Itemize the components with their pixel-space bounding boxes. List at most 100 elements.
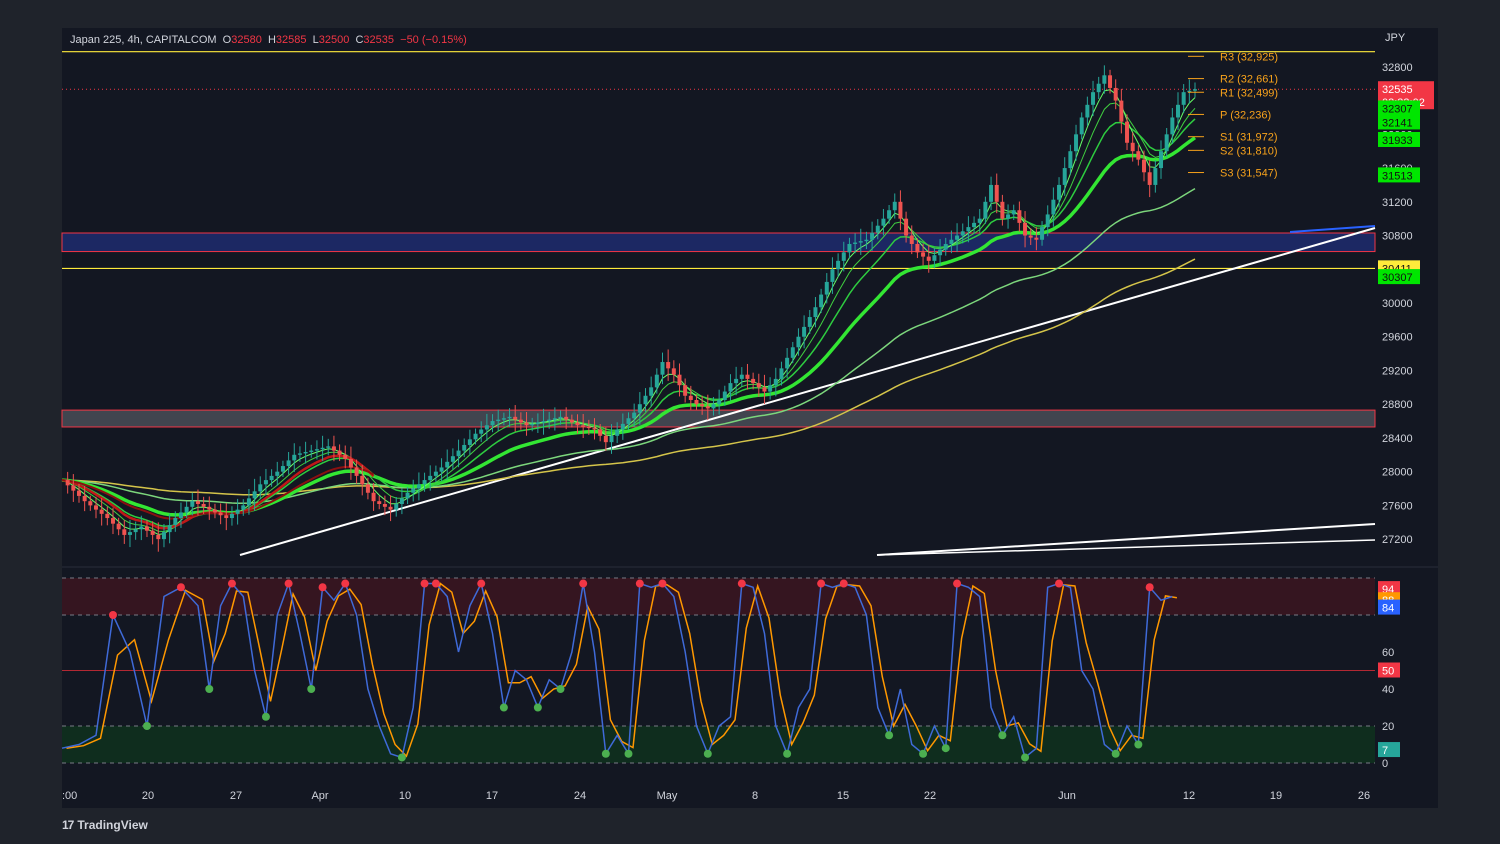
candle-body [915,243,920,253]
stoch-sell-dot [108,611,117,619]
candle-body [314,449,319,451]
candles [65,65,1197,552]
candle-body [773,378,778,386]
candle-body [569,419,574,423]
candle-body [201,503,206,507]
candle-body [592,428,597,430]
stoch-sell-dot [420,579,429,588]
candle-body [853,242,858,244]
candle-body [626,418,631,424]
candle-body [558,416,563,419]
y-tick-label: 30800 [1382,231,1413,243]
candle-body [524,422,529,426]
candle-body [445,461,450,468]
candle-body [405,492,410,499]
candle-body [1068,151,1073,169]
candle-body [1006,214,1011,219]
trendline [239,227,1376,556]
x-tick-label: 24 [574,790,586,802]
candle-body [348,459,353,468]
candle-body [943,243,948,250]
price-badge [1378,114,1420,130]
candle-body [892,201,897,211]
candle-body [547,419,552,422]
x-tick-label: 10 [399,790,411,802]
candle-body [530,423,535,426]
candle-body [909,235,914,244]
candle-body [847,243,852,253]
candle-body [422,480,427,485]
candle-body [756,383,761,388]
y-tick-label: 28400 [1382,433,1413,445]
candle-body [450,456,455,462]
price-badge-label: 32535 [1382,84,1413,96]
price-badge-label: 32141 [1382,117,1413,129]
candle-body [717,399,722,405]
candle-body [751,378,756,384]
candle-body [337,450,342,455]
candle-body [609,435,614,443]
candle-body [82,495,87,502]
candle-body [1074,134,1079,152]
candle-body [858,241,863,243]
x-tick-label: 19 [1270,790,1282,802]
stoch-y-tick: 40 [1382,684,1394,696]
candle-body [292,454,297,461]
stoch-sell-dot [953,579,962,588]
stoch-sell-dot [579,579,588,588]
x-tick-label: 17 [486,790,498,802]
candle-body [127,532,132,535]
candle-body [76,490,81,496]
pivot-label-R2: R2 (32,661) [1220,74,1278,86]
candle-body [989,184,994,202]
candle-body [229,513,234,519]
candle-body [830,269,835,282]
candle-body [926,256,931,261]
candle-body [496,419,501,422]
stoch-sell-dot [284,579,293,588]
y-tick-label: 28800 [1382,399,1413,411]
candle-body [1125,121,1130,143]
stoch-sell-dot [477,579,486,588]
candle-body [1079,117,1084,135]
stoch-badge [1378,742,1400,758]
open-label: O [222,34,232,46]
candle-body [1113,87,1118,101]
price-badge [1378,269,1420,285]
x-tick-label: 20 [142,790,154,802]
symbol-name[interactable]: Japan 225, 4h, CAPITALCOM [70,34,217,46]
candle-body [388,506,393,510]
pivot-label-P: P (32,236) [1220,109,1271,121]
tradingview-logo[interactable]: 17 TradingView [62,818,148,832]
stoch-buy-dot [142,722,151,730]
ma-12 [61,118,1196,527]
stoch-buy-dot [261,712,270,721]
stoch-sell-dot [341,579,350,588]
candle-body [620,423,625,430]
pivot-label-S3: S3 (31,547) [1220,168,1277,180]
candle-body [1034,237,1039,240]
candle-body [705,406,710,409]
close-value: 32535 [363,34,395,46]
candle-body [700,404,705,407]
candle-body [875,225,880,233]
candle-body [462,444,467,451]
y-tick-label: 28000 [1382,467,1413,479]
candle-body [790,347,795,358]
candle-body [1142,159,1147,173]
open-value: 32580 [231,34,262,46]
candle-body [394,503,399,510]
stoch-sell-dot [1055,579,1064,588]
candle-body [898,201,903,219]
candle-body [1051,199,1056,215]
candle-body [1045,214,1050,228]
stoch-sell-dot [1145,583,1154,592]
x-tick-label: 26 [1358,790,1370,802]
candle-body [456,450,461,457]
stoch-sell-dot [318,583,327,592]
candle-body [983,201,988,219]
symbol-header: Japan 225, 4h, CAPITALCOM O32580 H32585 … [70,34,467,46]
stoch-badge [1378,662,1400,678]
candle-body [615,429,620,436]
